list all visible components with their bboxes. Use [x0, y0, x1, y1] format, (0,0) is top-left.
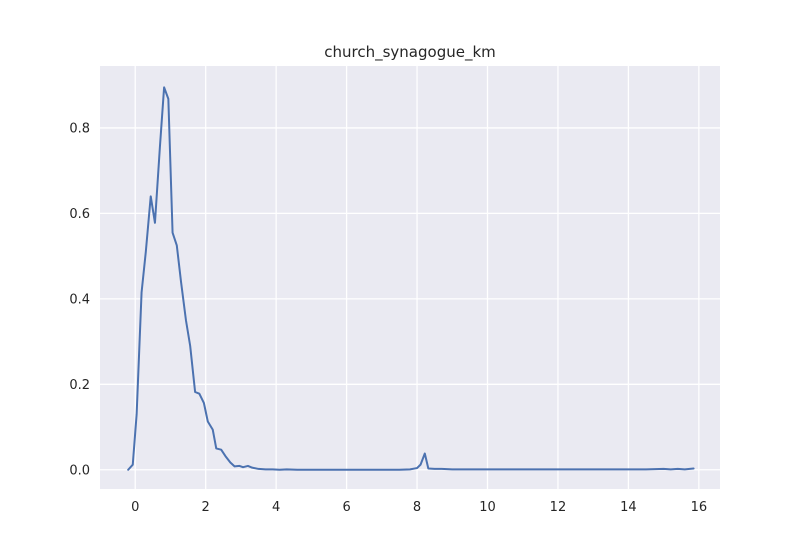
- x-tick-label: 16: [691, 500, 708, 515]
- x-tick-label: 6: [342, 500, 350, 515]
- series-layer: [127, 86, 695, 471]
- y-tick-label: 0.2: [69, 378, 90, 393]
- x-tick-label: 4: [272, 500, 280, 515]
- x-tick-label: 14: [620, 500, 637, 515]
- chart-title: church_synagogue_km: [324, 43, 496, 62]
- plot-area: [100, 66, 720, 489]
- y-tick-label: 0.4: [69, 292, 90, 307]
- x-tick-label: 12: [550, 500, 567, 515]
- x-tick-label: 2: [202, 500, 210, 515]
- y-axis-ticks: 0.0 0.2 0.4 0.6 0.8: [69, 121, 90, 478]
- y-tick-label: 0.0: [69, 463, 90, 478]
- y-tick-label: 0.8: [69, 121, 90, 136]
- x-tick-label: 0: [131, 500, 139, 515]
- grid-lines: [100, 66, 720, 489]
- x-tick-label: 10: [479, 500, 496, 515]
- series-line: [127, 86, 695, 471]
- y-tick-label: 0.6: [69, 207, 90, 222]
- x-tick-label: 8: [413, 500, 421, 515]
- x-axis-ticks: 0 2 4 6 8 10 12 14 16: [131, 500, 707, 515]
